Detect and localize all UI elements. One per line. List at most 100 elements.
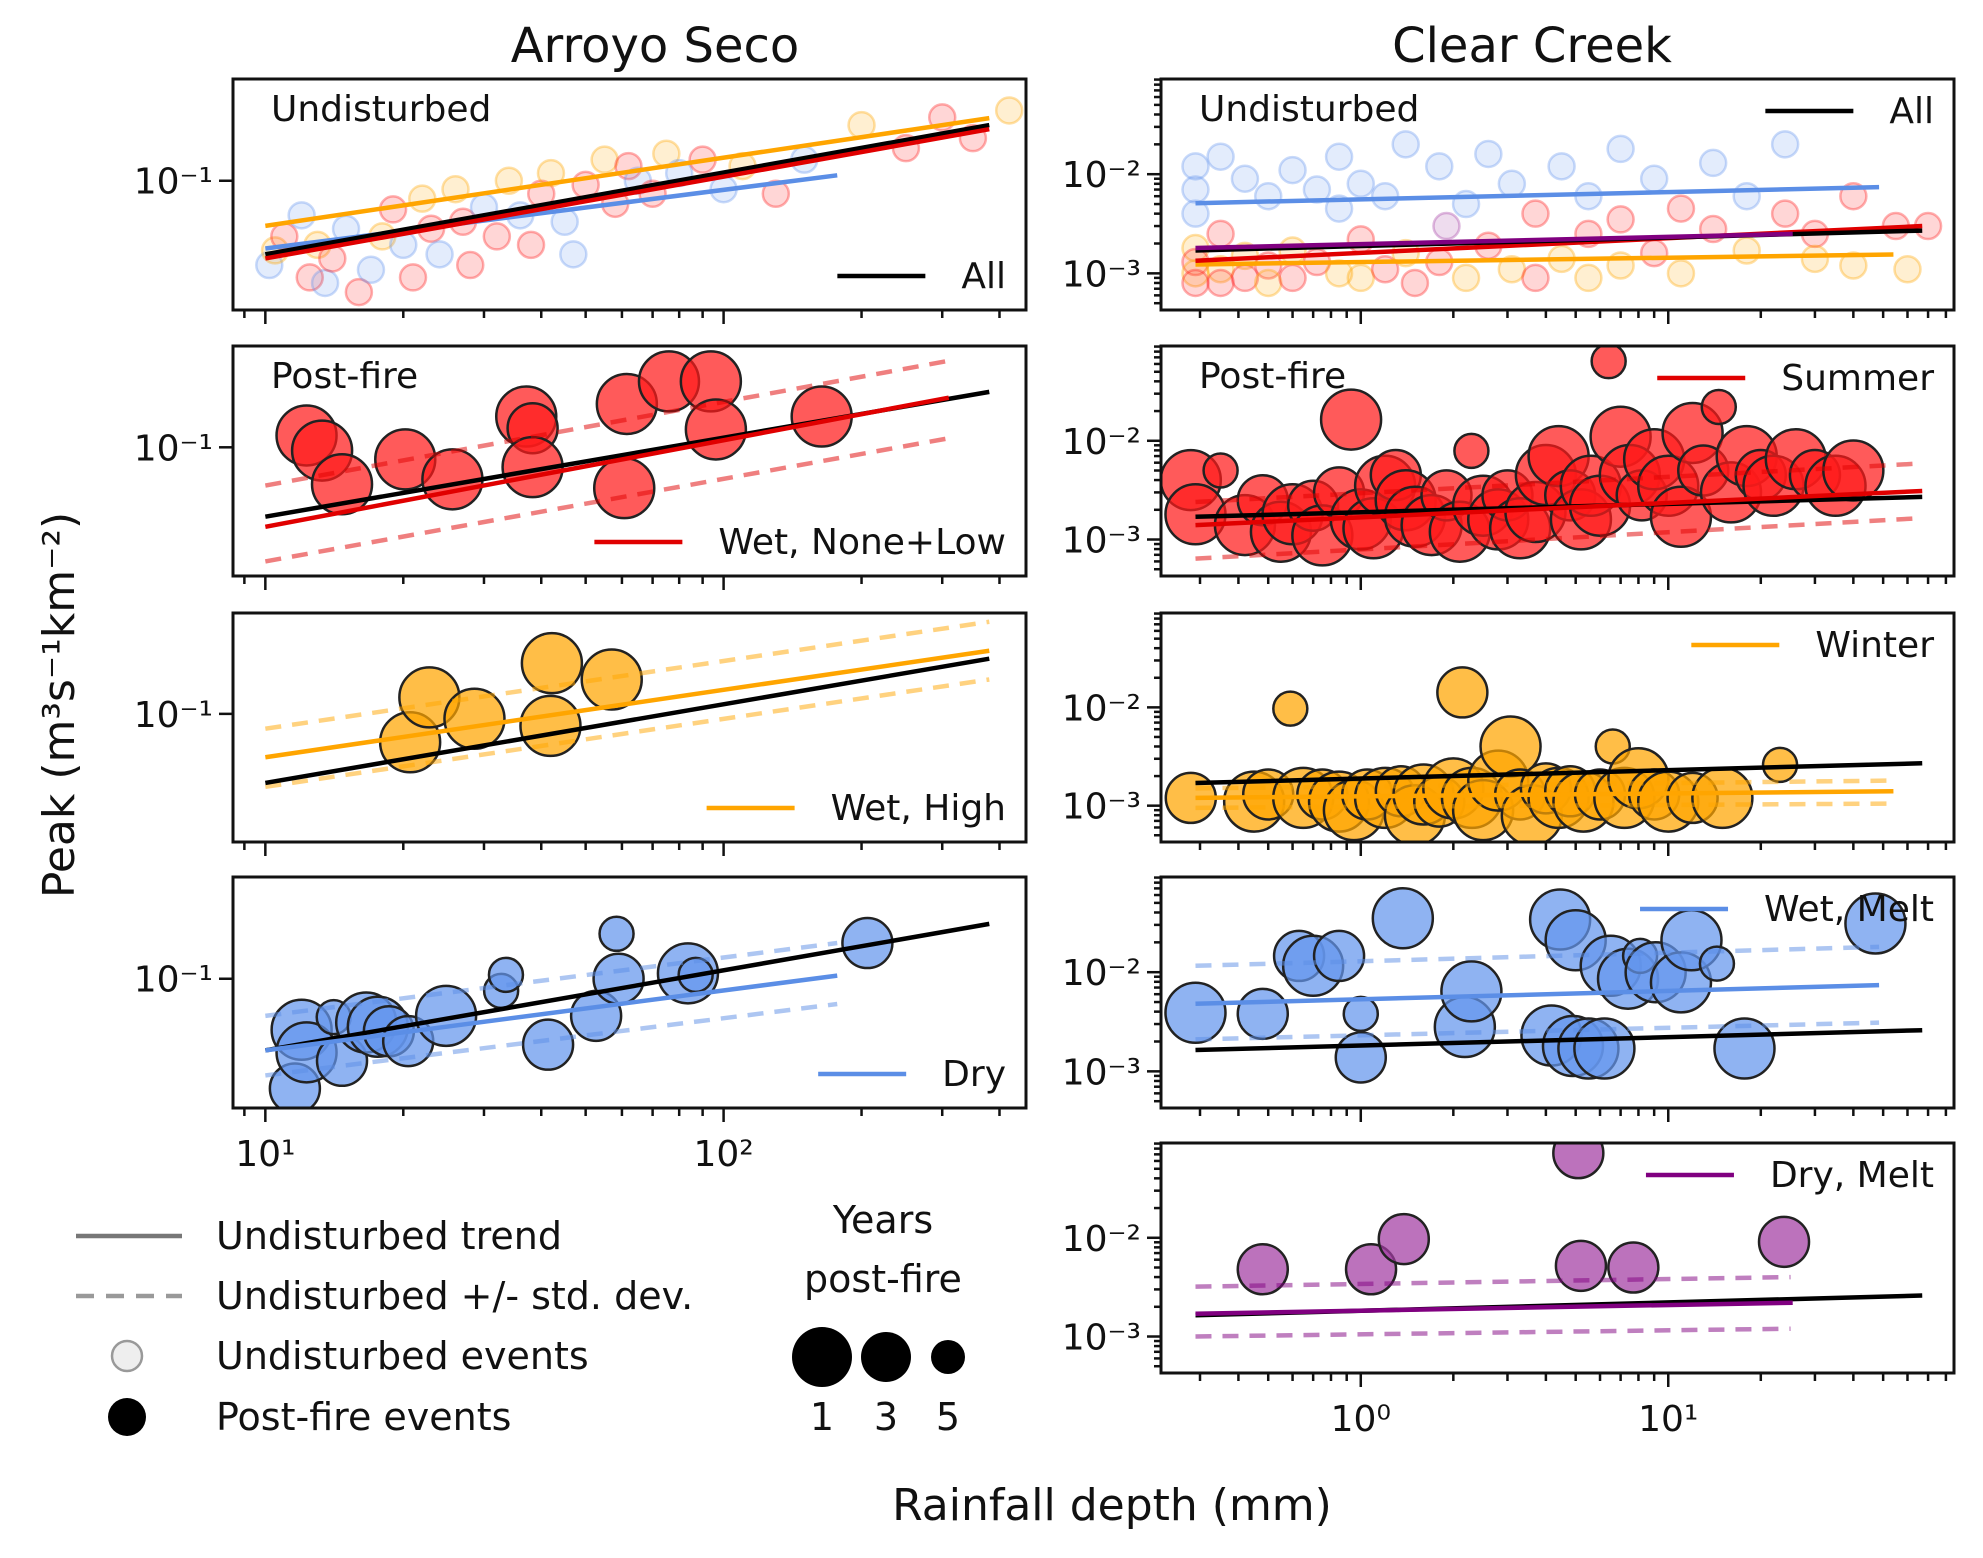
undisturbed-event-point bbox=[1474, 139, 1503, 169]
undisturbed-event-point bbox=[516, 230, 546, 260]
undisturbed-event-point bbox=[1497, 169, 1527, 199]
post-fire-event-point bbox=[580, 648, 643, 711]
std-dev-line bbox=[265, 940, 838, 1019]
panel-label: Undisturbed bbox=[271, 89, 491, 130]
post-fire-event-point bbox=[1272, 690, 1309, 727]
title-clear-creek: Clear Creek bbox=[1392, 18, 1672, 74]
std-dev-line bbox=[1195, 1020, 1880, 1042]
undisturbed-event-point bbox=[1391, 130, 1420, 159]
undisturbed-event-point bbox=[1346, 263, 1376, 293]
y-tick-label: 10⁻¹ bbox=[134, 428, 213, 469]
panel-as-wet-none-low: 10⁻¹ Post-fire Wet, None+Low bbox=[134, 344, 1028, 590]
legend-label: Wet, High bbox=[831, 788, 1006, 829]
x-tick-label: 10⁰ bbox=[1331, 1399, 1391, 1440]
legend-item-label: Undisturbed +/- std. dev. bbox=[216, 1274, 693, 1318]
size-legend-title: post-fire bbox=[804, 1257, 962, 1301]
undisturbed-event-point bbox=[1278, 263, 1307, 293]
undisturbed-event-point bbox=[761, 179, 791, 209]
post-fire-event-point bbox=[1552, 1143, 1605, 1180]
panel-label: Post-fire bbox=[1199, 356, 1346, 397]
undisturbed-event-point bbox=[994, 96, 1024, 125]
panel-frame bbox=[1159, 77, 1956, 312]
std-dev-line bbox=[1195, 461, 1923, 505]
panel-as-undisturbed: 10⁻¹ Undisturbed All bbox=[134, 77, 1028, 324]
x-tick-label: 10² bbox=[693, 1134, 753, 1175]
legend-label: Dry, Melt bbox=[1770, 1155, 1934, 1196]
title-arroyo-seco: Arroyo Seco bbox=[511, 18, 800, 74]
y-tick-label: 10⁻² bbox=[1062, 422, 1141, 463]
undisturbed-event-point bbox=[1497, 254, 1527, 284]
y-tick-label: 10⁻² bbox=[1062, 688, 1141, 729]
plot-area bbox=[264, 350, 990, 564]
trend-line bbox=[264, 921, 990, 1053]
undisturbed-event-point bbox=[1574, 263, 1603, 293]
std-dev-line bbox=[1195, 801, 1894, 811]
y-tick-label: 10⁻³ bbox=[1062, 254, 1141, 295]
post-fire-event-point bbox=[1698, 945, 1736, 982]
std-dev-line bbox=[1195, 515, 1923, 561]
undisturbed-event-point bbox=[310, 268, 340, 298]
plot-area bbox=[264, 915, 990, 1108]
panel-frame bbox=[231, 77, 1028, 312]
std-dev-line bbox=[1195, 778, 1894, 791]
post-fire-event-point bbox=[521, 1018, 575, 1071]
undisturbed-event-point bbox=[482, 222, 512, 251]
post-fire-event-point bbox=[1573, 1017, 1636, 1080]
undisturbed-event-point bbox=[1346, 225, 1376, 254]
undisturbed-event-point bbox=[1800, 244, 1830, 274]
undisturbed-event-point bbox=[1278, 236, 1307, 265]
legend-item-label: Post-fire events bbox=[216, 1395, 511, 1439]
post-fire-event-point bbox=[443, 687, 506, 751]
undisturbed-event-point bbox=[1206, 268, 1235, 298]
undisturbed-event-point bbox=[1547, 152, 1576, 181]
undisturbed-event-point bbox=[1230, 263, 1260, 293]
y-tick-label: 10⁻¹ bbox=[134, 960, 213, 1001]
undisturbed-event-point bbox=[559, 240, 588, 269]
undisturbed-event-point bbox=[1400, 268, 1430, 298]
post-fire-event-point bbox=[1377, 1212, 1431, 1266]
post-fire-event-point bbox=[592, 952, 645, 1005]
post-fire-event-point bbox=[1236, 987, 1290, 1041]
undisturbed-event-point bbox=[1606, 205, 1635, 234]
post-fire-event-point bbox=[1371, 886, 1435, 950]
legend-open-circle-icon bbox=[110, 1339, 144, 1373]
size-legend-label: 3 bbox=[874, 1395, 898, 1439]
legend-item-label: Undisturbed trend bbox=[216, 1214, 562, 1258]
std-dev-line bbox=[264, 436, 950, 564]
post-fire-event-point bbox=[1164, 981, 1227, 1044]
post-fire-event-point bbox=[1844, 892, 1907, 955]
plot-area bbox=[264, 619, 990, 790]
undisturbed-event-point bbox=[1425, 152, 1454, 181]
post-fire-event-point bbox=[1691, 766, 1754, 830]
std-dev-line bbox=[264, 358, 950, 488]
undisturbed-event-point bbox=[1666, 194, 1696, 223]
undisturbed-event-point bbox=[1370, 181, 1400, 211]
undisturbed-event-point bbox=[287, 201, 316, 230]
y-tick-label: 10⁻³ bbox=[1062, 1318, 1141, 1359]
trend-line bbox=[1195, 184, 1880, 206]
undisturbed-event-point bbox=[1181, 268, 1210, 298]
post-fire-event-point bbox=[1202, 452, 1239, 489]
undisturbed-event-point bbox=[425, 240, 454, 269]
y-tick-label: 10⁻³ bbox=[1062, 521, 1141, 562]
x-tick-label: 10¹ bbox=[1638, 1399, 1698, 1440]
undisturbed-event-point bbox=[1206, 142, 1235, 171]
legend-label: All bbox=[961, 256, 1006, 297]
plot-area bbox=[255, 96, 1024, 307]
legend-label: Dry bbox=[942, 1054, 1006, 1095]
panel-label: Post-fire bbox=[271, 356, 418, 397]
plot-area bbox=[1161, 346, 1923, 567]
undisturbed-event-point bbox=[1666, 259, 1696, 288]
undisturbed-event-point bbox=[1324, 142, 1354, 171]
x-axis-label: Rainfall depth (mm) bbox=[892, 1480, 1332, 1531]
panel-as-wet-high: 10⁻¹ Wet, High bbox=[134, 611, 1028, 856]
undisturbed-event-point bbox=[356, 255, 386, 285]
post-fire-event-point bbox=[1607, 1241, 1660, 1294]
trend-line bbox=[1195, 789, 1894, 801]
undisturbed-event-point bbox=[1521, 199, 1550, 228]
trend-line bbox=[1195, 761, 1923, 786]
std-dev-line bbox=[265, 619, 990, 731]
undisturbed-event-point bbox=[1181, 152, 1210, 181]
panel-label: Undisturbed bbox=[1199, 89, 1419, 130]
trend-line bbox=[265, 115, 990, 229]
